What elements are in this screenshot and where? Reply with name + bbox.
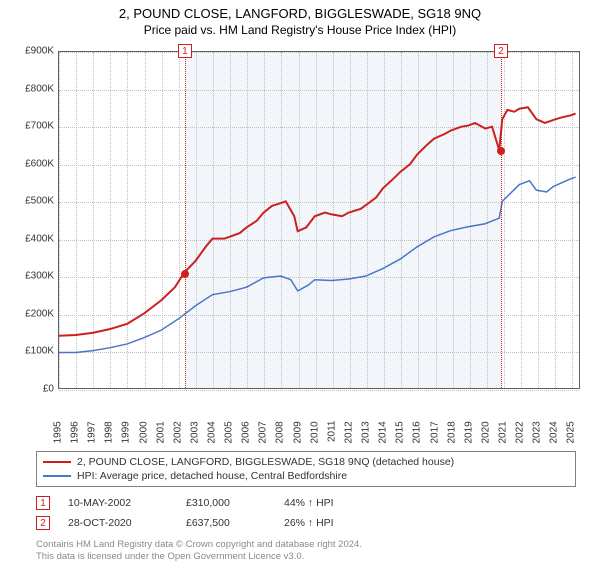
tx-row-2: 2 28-OCT-2020 £637,500 26% ↑ HPI (36, 513, 576, 533)
x-tick-label: 2017 (429, 421, 440, 443)
legend-row-property: 2, POUND CLOSE, LANGFORD, BIGGLESWADE, S… (43, 455, 569, 469)
tx-pct-1: 44% ↑ HPI (284, 497, 384, 509)
marker-dot-2 (497, 147, 505, 155)
x-tick-label: 2020 (480, 421, 491, 443)
y-tick-label: £100K (10, 346, 54, 357)
footer-line-1: Contains HM Land Registry data © Crown c… (36, 539, 590, 551)
y-tick-label: £300K (10, 271, 54, 282)
x-tick-label: 2008 (275, 421, 286, 443)
legend-label-hpi: HPI: Average price, detached house, Cent… (77, 470, 347, 482)
y-tick-label: £0 (10, 384, 54, 395)
marker-dot-1 (181, 270, 189, 278)
x-tick-label: 2012 (343, 421, 354, 443)
x-tick-label: 2002 (172, 421, 183, 443)
x-tick-label: 1999 (121, 421, 132, 443)
x-tick-label: 1997 (87, 421, 98, 443)
x-tick-label: 2004 (207, 421, 218, 443)
tx-row-1: 1 10-MAY-2002 £310,000 44% ↑ HPI (36, 493, 576, 513)
tx-price-1: £310,000 (186, 497, 266, 509)
legend-swatch-property (43, 461, 71, 463)
x-tick-label: 2010 (309, 421, 320, 443)
title-block: 2, POUND CLOSE, LANGFORD, BIGGLESWADE, S… (0, 0, 600, 39)
legend-row-hpi: HPI: Average price, detached house, Cent… (43, 469, 569, 483)
x-tick-label: 2015 (395, 421, 406, 443)
marker-label-2: 2 (494, 44, 508, 58)
transactions-table: 1 10-MAY-2002 £310,000 44% ↑ HPI 2 28-OC… (36, 493, 576, 533)
footer-line-2: This data is licensed under the Open Gov… (36, 551, 590, 563)
title-sub: Price paid vs. HM Land Registry's House … (0, 23, 600, 37)
y-tick-label: £900K (10, 46, 54, 57)
x-tick-label: 2007 (258, 421, 269, 443)
y-tick-label: £500K (10, 196, 54, 207)
tx-price-2: £637,500 (186, 517, 266, 529)
x-tick-label: 2016 (412, 421, 423, 443)
x-tick-label: 1996 (70, 421, 81, 443)
x-tick-label: 2014 (378, 421, 389, 443)
tx-date-1: 10-MAY-2002 (68, 497, 168, 509)
x-tick-label: 1995 (53, 421, 64, 443)
x-tick-label: 2018 (446, 421, 457, 443)
marker-label-1: 1 (178, 44, 192, 58)
x-tick-label: 2011 (326, 421, 337, 443)
x-tick-label: 2021 (497, 421, 508, 443)
y-tick-label: £400K (10, 233, 54, 244)
x-tick-label: 2005 (224, 421, 235, 443)
tx-pct-2: 26% ↑ HPI (284, 517, 384, 529)
x-tick-label: 2013 (361, 421, 372, 443)
chart-area: £0 £100K £200K £300K £400K £500K £600K £700K £80… (10, 39, 590, 419)
chart-container: 2, POUND CLOSE, LANGFORD, BIGGLESWADE, S… (0, 0, 600, 560)
legend: 2, POUND CLOSE, LANGFORD, BIGGLESWADE, S… (36, 451, 576, 487)
x-tick-label: 2022 (515, 421, 526, 443)
legend-swatch-hpi (43, 475, 71, 477)
title-main: 2, POUND CLOSE, LANGFORD, BIGGLESWADE, S… (0, 6, 600, 21)
x-tick-label: 1998 (104, 421, 115, 443)
x-tick-label: 2025 (566, 421, 577, 443)
y-tick-label: £600K (10, 158, 54, 169)
x-tick-label: 2000 (138, 421, 149, 443)
x-tick-label: 2009 (292, 421, 303, 443)
x-tick-label: 2006 (241, 421, 252, 443)
x-tick-label: 2023 (532, 421, 543, 443)
tx-marker-box-1: 1 (36, 496, 50, 510)
y-tick-label: £700K (10, 121, 54, 132)
x-tick-label: 2003 (189, 421, 200, 443)
y-tick-label: £800K (10, 83, 54, 94)
tx-date-2: 28-OCT-2020 (68, 517, 168, 529)
x-tick-label: 2001 (155, 421, 166, 443)
x-tick-label: 2019 (463, 421, 474, 443)
x-tick-label: 2024 (549, 421, 560, 443)
plot-area: 12 (58, 51, 580, 389)
legend-label-property: 2, POUND CLOSE, LANGFORD, BIGGLESWADE, S… (77, 456, 454, 468)
y-tick-label: £200K (10, 308, 54, 319)
tx-marker-box-2: 2 (36, 516, 50, 530)
